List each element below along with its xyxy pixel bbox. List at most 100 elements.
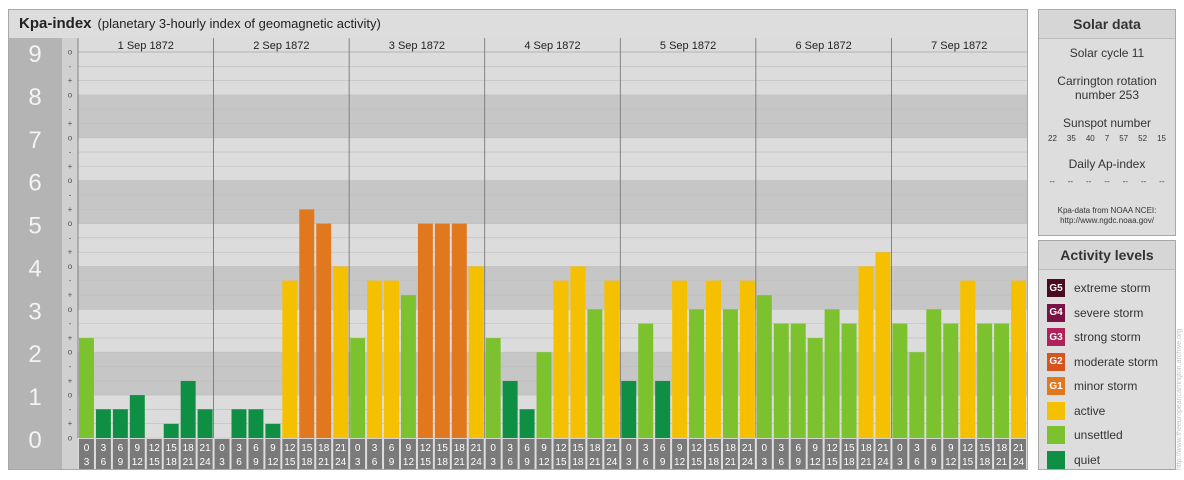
time-end-label: 15 <box>284 457 296 468</box>
kp-bar <box>570 266 586 438</box>
legend-label: severe storm <box>1074 305 1144 320</box>
time-start-label: 9 <box>677 443 683 454</box>
time-start-label: 3 <box>778 443 784 454</box>
kp-bar <box>756 295 772 438</box>
legend-label: extreme storm <box>1074 281 1151 296</box>
kp-bar <box>112 409 128 438</box>
time-cell <box>773 439 789 469</box>
time-end-label: 15 <box>827 457 839 468</box>
kp-bar <box>536 352 552 438</box>
legend-item: unsettled <box>1039 423 1175 448</box>
kp-bar <box>231 409 247 438</box>
time-cell <box>587 439 603 469</box>
kp-bar <box>739 280 755 438</box>
time-end-label: 21 <box>996 457 1008 468</box>
time-start-label: 3 <box>236 443 242 454</box>
time-cell <box>434 439 450 469</box>
legend-swatch: G3 <box>1047 328 1065 347</box>
time-end-label: 9 <box>118 457 124 468</box>
time-cell <box>1011 439 1026 469</box>
time-end-label: 24 <box>200 457 212 468</box>
y-subtick-label: + <box>68 162 73 171</box>
y-tick-label: 2 <box>28 341 41 368</box>
kp-bar <box>943 323 959 438</box>
y-subtick-label: o <box>68 133 73 142</box>
time-end-label: 9 <box>931 457 937 468</box>
time-cell <box>299 439 315 469</box>
time-cell <box>112 439 128 469</box>
chart-subtitle: (planetary 3-hourly index of geomagnetic… <box>97 16 381 31</box>
time-end-label: 18 <box>301 457 313 468</box>
kp-bar <box>892 323 908 438</box>
time-start-label: 6 <box>931 443 937 454</box>
kp-bar <box>824 309 840 438</box>
y-tick-label: 7 <box>28 127 41 154</box>
time-cell <box>824 439 840 469</box>
time-end-label: 6 <box>507 457 513 468</box>
time-start-label: 6 <box>524 443 530 454</box>
y-subtick-label: - <box>69 190 72 199</box>
time-end-label: 18 <box>166 457 178 468</box>
time-start-label: 3 <box>372 443 378 454</box>
y-subtick-label: + <box>68 119 73 128</box>
y-tick-label: 4 <box>28 255 41 282</box>
time-start-label: 9 <box>135 443 141 454</box>
time-end-label: 15 <box>149 457 161 468</box>
legend-item: quiet <box>1039 448 1175 473</box>
source-link[interactable]: http://www.ngdc.noaa.gov/ <box>1060 216 1154 225</box>
time-cell <box>892 439 908 469</box>
y-subtick-label: + <box>68 419 73 428</box>
time-cell <box>451 439 467 469</box>
kp-bar <box>265 423 281 438</box>
time-end-label: 9 <box>253 457 259 468</box>
time-start-label: 6 <box>389 443 395 454</box>
time-end-label: 9 <box>795 457 801 468</box>
solar-cycle: Solar cycle 11 <box>1069 46 1145 60</box>
y-subtick-label: o <box>68 176 73 185</box>
kp-bar <box>350 338 366 438</box>
kp-bar <box>180 380 196 438</box>
sunspot-values: 22 35 40 7 57 52 15 <box>1039 134 1175 143</box>
y-subtick-label: o <box>68 48 73 57</box>
time-end-label: 9 <box>660 457 666 468</box>
time-start-label: 0 <box>626 443 632 454</box>
kp-bar-chart: 1 Sep 1872 2 Sep 1872 3 Sep 1872 4 Sep 1872… <box>9 38 1027 469</box>
time-start-label: 12 <box>420 443 432 454</box>
kp-bar <box>282 280 298 438</box>
time-cell <box>960 439 976 469</box>
time-start-label: 9 <box>541 443 547 454</box>
credit-watermark: http://www.theeuropeancarrington.archive… <box>1176 328 1183 470</box>
time-start-label: 12 <box>962 443 974 454</box>
time-start-label: 12 <box>149 443 161 454</box>
time-start-label: 21 <box>606 443 618 454</box>
time-cell <box>926 439 942 469</box>
kp-bar <box>299 209 315 438</box>
kp-bar <box>875 252 891 438</box>
sunspot-value: 15 <box>1157 134 1166 143</box>
sunspot-value: 52 <box>1138 134 1148 143</box>
time-cell <box>858 439 874 469</box>
legend-item: G5 extreme storm <box>1039 276 1175 301</box>
y-tick-label: 8 <box>28 84 41 111</box>
time-end-label: 12 <box>810 457 822 468</box>
time-end-label: 6 <box>914 457 920 468</box>
time-start-label: 12 <box>691 443 703 454</box>
time-cell <box>417 439 433 469</box>
ap-value: -- <box>1122 177 1128 186</box>
y-subtick-label: + <box>68 376 73 385</box>
time-start-label: 21 <box>877 443 889 454</box>
time-end-label: 9 <box>524 457 530 468</box>
time-start-label: 0 <box>355 443 361 454</box>
time-cell <box>468 439 484 469</box>
ap-value: -- <box>1067 177 1074 186</box>
carrington-rotation-line2: number 253 <box>1074 88 1140 102</box>
time-cell <box>841 439 857 469</box>
time-cell <box>570 439 586 469</box>
time-start-label: 15 <box>979 443 991 454</box>
time-start-label: 21 <box>471 443 483 454</box>
time-start-label: 12 <box>555 443 567 454</box>
kp-bar <box>909 352 925 438</box>
time-start-label: 15 <box>844 443 856 454</box>
time-start-label: 15 <box>572 443 584 454</box>
legend-label: unsettled <box>1074 428 1123 443</box>
